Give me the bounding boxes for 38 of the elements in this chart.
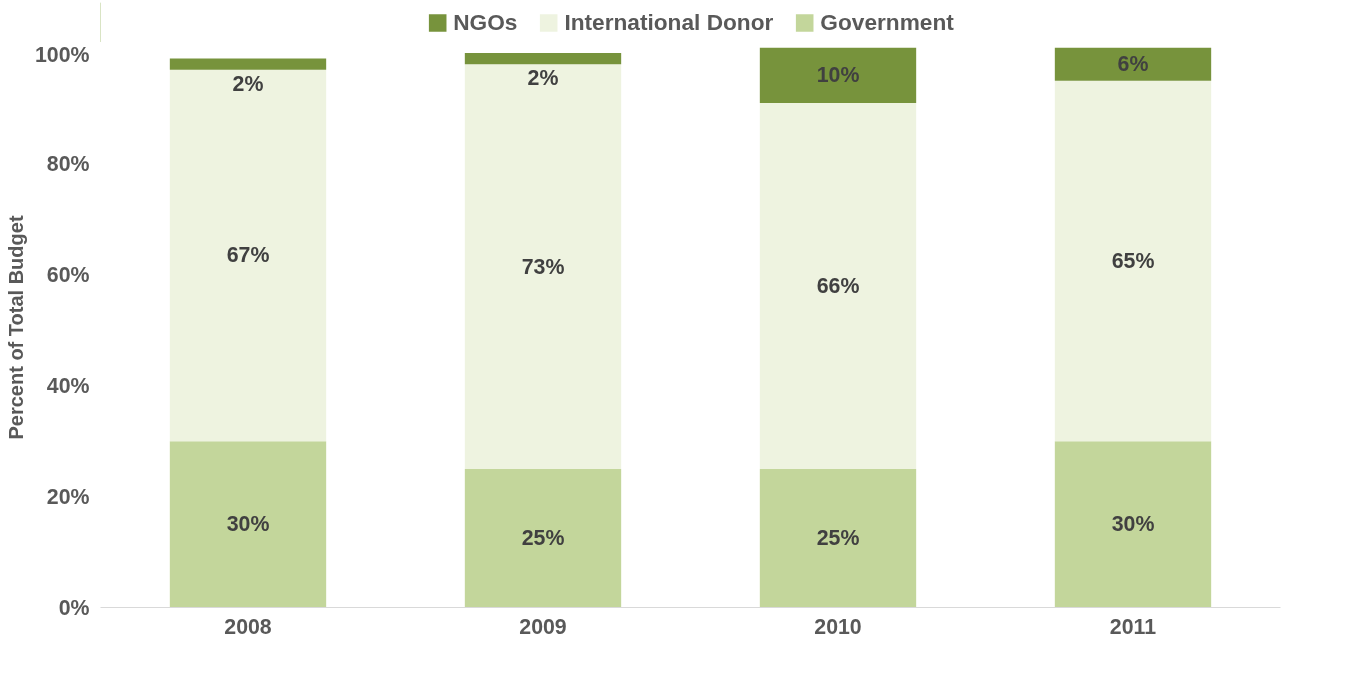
y-tick-label: 0% [58, 595, 90, 620]
x-tick-label: 2011 [1109, 614, 1157, 639]
bar [759, 47, 917, 103]
data-label: 30% [1111, 512, 1155, 537]
data-label: 2% [232, 71, 264, 96]
data-label: 73% [521, 254, 565, 279]
data-label: 66% [816, 273, 860, 298]
bar [464, 468, 622, 608]
bar [759, 468, 917, 608]
x-tick-label: 2009 [519, 614, 567, 639]
data-label: 25% [816, 526, 860, 551]
legend-label: Government [820, 8, 954, 36]
data-label: 2% [527, 66, 559, 91]
y-tick-label: 20% [46, 484, 90, 509]
data-label: 6% [1117, 52, 1149, 77]
data-label: 30% [226, 512, 270, 537]
y-tick-label: 60% [46, 262, 90, 287]
y-tick-label: 40% [46, 373, 90, 398]
bar [1054, 47, 1212, 81]
bar [464, 53, 622, 65]
x-tick-label: 2008 [224, 614, 272, 639]
bar [759, 102, 917, 469]
x-tick-label: 2010 [814, 614, 862, 639]
y-axis-title: Percent of Total Budget [4, 215, 27, 440]
data-label: 25% [521, 526, 565, 551]
data-label: 67% [226, 243, 270, 268]
bar [169, 69, 327, 442]
y-tick-label: 100% [34, 42, 90, 67]
bar [464, 64, 622, 469]
bar [1054, 441, 1212, 608]
bar [169, 58, 327, 70]
data-label: 65% [1111, 248, 1155, 273]
legend-label: International Donor [564, 8, 774, 36]
data-label: 10% [816, 63, 860, 88]
y-tick-label: 80% [46, 151, 90, 176]
bar [169, 441, 327, 608]
legend-label: NGOs [453, 8, 518, 36]
bar [1054, 80, 1212, 442]
